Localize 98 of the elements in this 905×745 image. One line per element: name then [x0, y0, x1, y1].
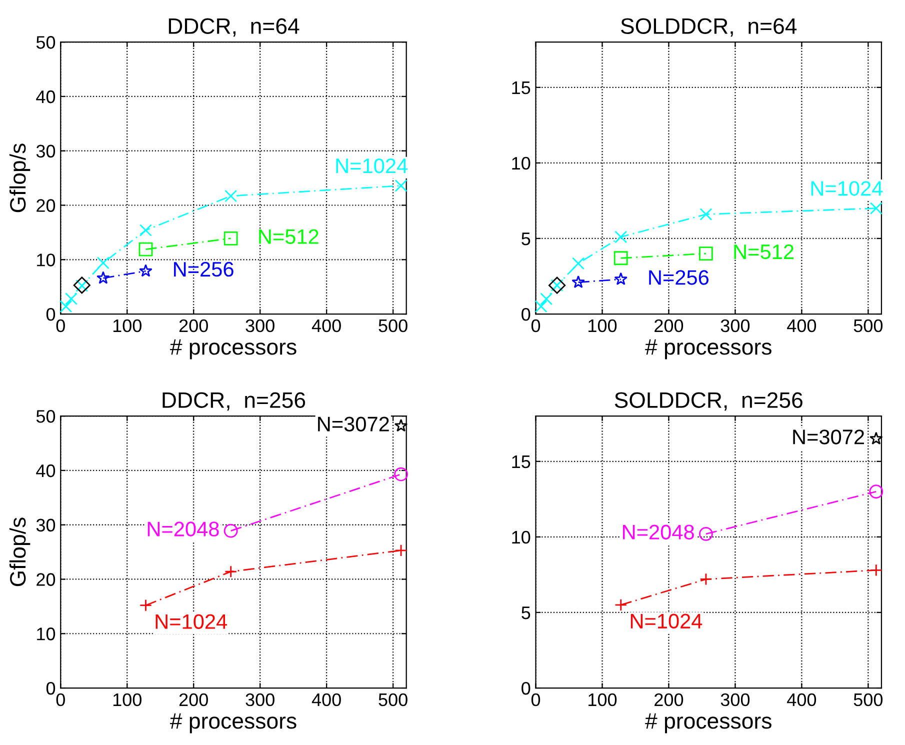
x-tick-label: 100 — [588, 319, 617, 332]
point — [572, 275, 585, 288]
point — [394, 418, 408, 432]
y-tick-label: 30 — [36, 518, 56, 532]
x-axis-title: # processors — [645, 713, 772, 734]
y-tick-label: 15 — [512, 82, 530, 94]
point — [224, 524, 238, 538]
y-axis-title: Gflop/s — [9, 518, 30, 586]
x-tick-label: 500 — [378, 693, 408, 706]
point — [139, 599, 152, 612]
point — [394, 179, 408, 192]
y-tick-label: 20 — [36, 199, 56, 212]
point — [614, 272, 628, 286]
point — [224, 190, 238, 202]
x-tick-label: 0 — [56, 693, 65, 706]
y-tick-label: 5 — [522, 232, 530, 246]
point — [65, 292, 78, 306]
point — [614, 251, 628, 266]
x-tick-label: 100 — [113, 319, 142, 332]
x-tick-label: 500 — [854, 693, 883, 706]
point — [96, 256, 110, 270]
x-tick-label: 400 — [312, 319, 341, 332]
x-axis-title: # processors — [170, 713, 296, 734]
y-tick-label: 10 — [37, 254, 56, 266]
x-tick-label: 300 — [246, 693, 274, 706]
series-label: N=1024 — [811, 181, 883, 196]
series-label: N=1024 — [336, 158, 408, 174]
point — [869, 484, 884, 499]
series-label: N=512 — [259, 229, 318, 244]
point — [699, 526, 713, 541]
point — [870, 564, 882, 576]
point — [700, 208, 712, 221]
chart-title: DDCR, n=256 — [162, 392, 306, 411]
y-tick-label: 0 — [522, 308, 530, 321]
x-tick-label: 0 — [56, 319, 65, 332]
point — [139, 224, 152, 237]
point — [700, 572, 712, 586]
x-tick-label: 500 — [854, 319, 883, 332]
point — [540, 292, 553, 306]
point — [224, 231, 238, 246]
point — [614, 230, 628, 244]
y-axis-title: Gflop/s — [9, 144, 30, 212]
point — [138, 242, 153, 256]
point — [60, 300, 72, 313]
point — [534, 300, 548, 313]
point — [699, 246, 713, 261]
point — [394, 467, 408, 482]
x-tick-label: 300 — [720, 693, 750, 706]
y-tick-label: 15 — [512, 456, 530, 468]
point — [870, 202, 882, 215]
series-label: N=2048 — [148, 522, 219, 536]
chart-title: SOLDDCR, n=64 — [621, 18, 797, 37]
point — [614, 598, 628, 612]
y-tick-label: 10 — [37, 628, 56, 640]
y-tick-label: 40 — [36, 90, 56, 104]
x-tick-label: 200 — [179, 693, 208, 706]
point — [572, 257, 585, 270]
y-tick-label: 10 — [512, 530, 530, 544]
y-tick-label: 50 — [36, 410, 56, 423]
y-tick-label: 50 — [36, 36, 56, 49]
series-label: N=1024 — [630, 614, 702, 629]
x-tick-label: 400 — [787, 319, 816, 332]
y-tick-label: 0 — [46, 682, 56, 695]
x-tick-label: 100 — [588, 693, 617, 706]
x-tick-label: 400 — [312, 693, 341, 706]
series-label: N=256 — [174, 262, 234, 277]
x-tick-label: 500 — [378, 319, 408, 332]
series-label: N=1024 — [156, 614, 228, 629]
point — [870, 432, 883, 444]
chart-title: DDCR, n=64 — [168, 18, 300, 37]
point — [394, 544, 408, 557]
y-tick-label: 5 — [522, 606, 530, 620]
y-tick-label: 0 — [522, 682, 530, 695]
x-axis-title: # processors — [645, 339, 772, 360]
x-tick-label: 0 — [531, 693, 540, 706]
series-label: N=256 — [649, 270, 709, 285]
legend-label: N=3072 — [793, 430, 864, 444]
y-tick-label: 20 — [36, 573, 56, 586]
x-tick-label: 300 — [720, 319, 750, 332]
point — [139, 264, 152, 277]
x-tick-label: 100 — [113, 693, 142, 706]
y-tick-label: 30 — [36, 144, 56, 158]
x-tick-label: 400 — [787, 693, 816, 706]
point — [224, 565, 238, 578]
x-tick-label: 0 — [531, 319, 540, 332]
x-tick-label: 200 — [654, 693, 684, 706]
series-label: N=2048 — [623, 524, 694, 540]
x-tick-label: 200 — [654, 319, 684, 332]
x-tick-label: 200 — [179, 319, 208, 332]
chart-title: SOLDDCR, n=256 — [614, 392, 802, 411]
legend-label: N=3072 — [318, 416, 389, 432]
point — [96, 271, 110, 284]
x-tick-label: 300 — [246, 319, 274, 332]
y-tick-label: 40 — [36, 464, 56, 478]
x-axis-title: # processors — [170, 339, 296, 360]
y-tick-label: 0 — [46, 308, 56, 321]
y-tick-label: 10 — [512, 156, 530, 170]
series-label: N=512 — [734, 244, 794, 260]
